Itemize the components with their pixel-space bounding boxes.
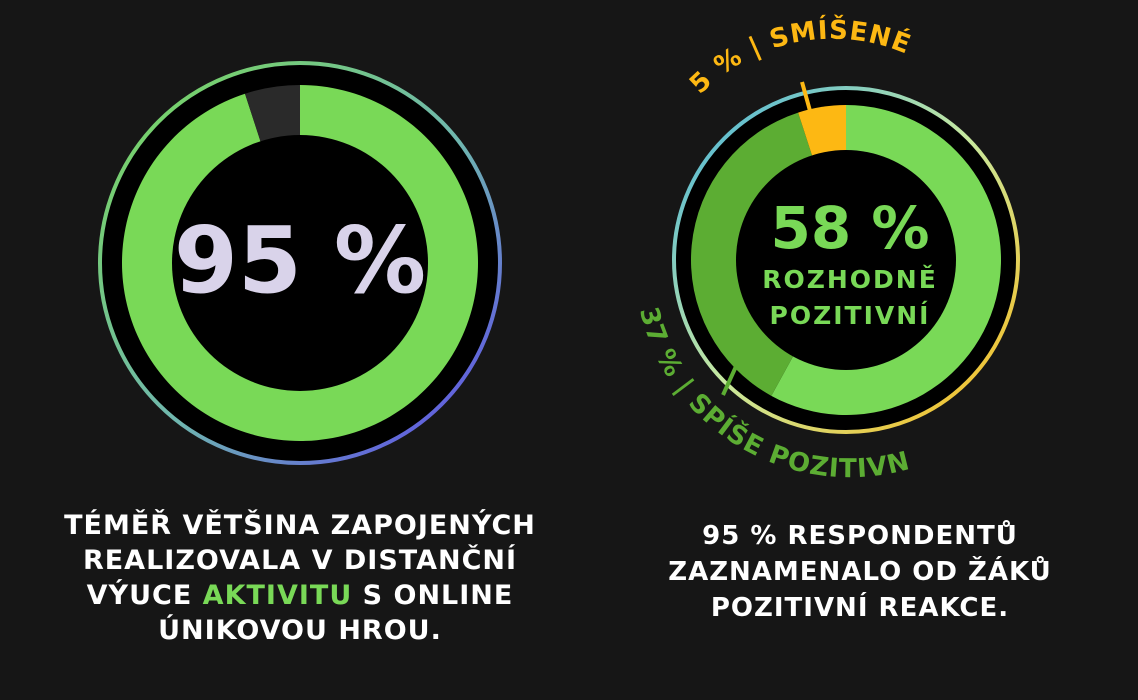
caption-left-line3-pre: VÝUCE (86, 580, 203, 611)
caption-left-line4: ÚNIKOVOU HROU. (158, 615, 442, 646)
center-label-line2: POZITIVNÍ (770, 301, 931, 330)
center-label-line1: ROZHODNĚ (762, 265, 938, 294)
caption-right-line3: POZITIVNÍ REAKCE. (710, 593, 1010, 623)
caption-left-line3: VÝUCE AKTIVITU S ONLINE (60, 578, 540, 613)
callout-label-smisene: 5 % | SMÍŠENÉ (684, 14, 916, 100)
donut-hole-right (736, 150, 956, 370)
donut-hole-left (172, 135, 428, 391)
caption-left: TÉMĚŘ VĚTŠINA ZAPOJENÝCH REALIZOVALA V D… (60, 508, 540, 648)
center-value-right: 58 % (770, 194, 929, 262)
caption-right: 95 % RESPONDENTŮ ZAZNAMENALO OD ŽÁKŮ POZ… (630, 518, 1090, 626)
caption-right-line2: ZAZNAMENALO OD ŽÁKŮ (668, 557, 1052, 587)
center-value-left: 95 % (174, 207, 426, 314)
caption-left-line3-post: S ONLINE (352, 580, 514, 611)
donut-chart-left: 95 % (98, 61, 502, 465)
caption-left-line1: TÉMĚŘ VĚTŠINA ZAPOJENÝCH (64, 510, 536, 541)
callout-line-spise (721, 361, 740, 396)
callout-line-smisene (800, 81, 814, 119)
caption-left-highlight: AKTIVITU (202, 580, 353, 611)
caption-left-line2: REALIZOVALA V DISTANČNÍ (82, 545, 518, 576)
caption-right-line1: 95 % RESPONDENTŮ (702, 521, 1018, 551)
